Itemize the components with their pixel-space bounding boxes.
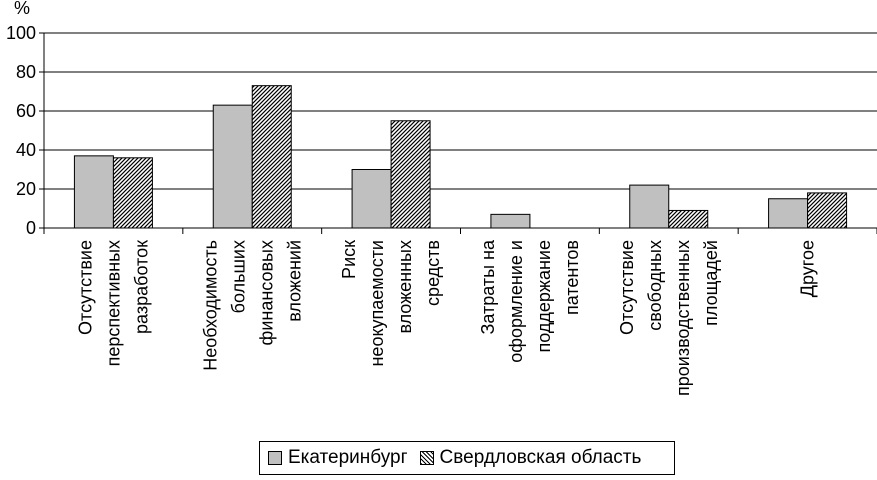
x-category-label-line: Другое (798, 240, 818, 297)
x-category-label-line: Необходимость (200, 240, 220, 371)
x-category-label: Затраты на оформление и поддержание патенто… (478, 239, 582, 363)
x-category-label: Отсутствие перспективных разработок (75, 240, 151, 366)
gridlines (44, 32, 877, 190)
bars (73, 85, 848, 229)
x-category-label-line: Отсутствие (617, 240, 637, 335)
x-category-label-line: поддержание (534, 240, 554, 352)
y-tick-label: 100 (6, 23, 36, 43)
bar-sverdlovsk (668, 209, 709, 229)
x-category-label-line: свободных (645, 240, 665, 331)
y-tick-label: 0 (26, 218, 36, 238)
legend-label-sverdlovsk: Свердловская область (439, 447, 642, 468)
x-category-labels: Отсутствие перспективных разработок Необход… (75, 239, 817, 396)
bar-sverdlovsk (390, 120, 431, 229)
x-category-label-line: Отсутствие (75, 240, 95, 335)
legend-swatch-sverdlovsk (419, 451, 434, 465)
y-tick-labels: 0 20 40 60 80 100 (6, 23, 44, 238)
x-category-label-line: разработок (131, 240, 151, 334)
x-category-label-line: оформление и (506, 240, 526, 363)
y-tick-label: 20 (16, 179, 36, 199)
x-category-label-line: Риск (339, 240, 359, 279)
x-category-label: Отсутствие свободных производственных площа… (617, 240, 721, 396)
bar-sverdlovsk (112, 157, 153, 229)
bar-sverdlovsk (251, 85, 292, 229)
x-category-label-line: производственных (673, 240, 693, 396)
bar-ekaterinburg (490, 213, 531, 229)
bar-ekaterinburg (73, 155, 114, 229)
x-category-label-line: финансовых (256, 240, 276, 345)
x-category-label-line: неокупаемости (367, 240, 387, 367)
y-tick-label: 80 (16, 62, 36, 82)
x-category-label: Необходимость больших финансовых вложений (200, 240, 304, 371)
axes (43, 33, 877, 234)
x-category-label-line: патентов (562, 240, 582, 315)
x-category-label-line: Затраты на (478, 239, 498, 334)
legend-label-ekaterinburg: Екатеринбург (288, 447, 408, 468)
bar-ekaterinburg (212, 104, 253, 229)
bar-sverdlovsk (807, 192, 848, 229)
x-category-label: Другое (798, 240, 818, 297)
y-tick-label: 60 (16, 101, 36, 121)
x-category-label-line: вложений (284, 240, 304, 322)
bar-ekaterinburg (768, 198, 809, 229)
y-tick-label: 40 (16, 140, 36, 160)
x-category-label-line: вложенных (395, 240, 415, 334)
x-category-label-line: больших (228, 240, 248, 313)
y-unit-label: % (14, 0, 30, 18)
x-category-label-line: площадей (701, 240, 721, 326)
bar-ekaterinburg (351, 169, 392, 229)
x-category-label-line: средств (423, 240, 443, 306)
bar-ekaterinburg (629, 184, 670, 229)
legend-swatch-ekaterinburg (268, 451, 282, 465)
x-category-label-line: перспективных (103, 240, 123, 366)
x-category-label: Риск неокупаемости вложенных средств (339, 240, 443, 367)
chart: % 0 20 40 60 80 100 Отсутствие перспективных ра… (6, 0, 877, 396)
legend: Екатеринбург Свердловская область (259, 441, 675, 475)
